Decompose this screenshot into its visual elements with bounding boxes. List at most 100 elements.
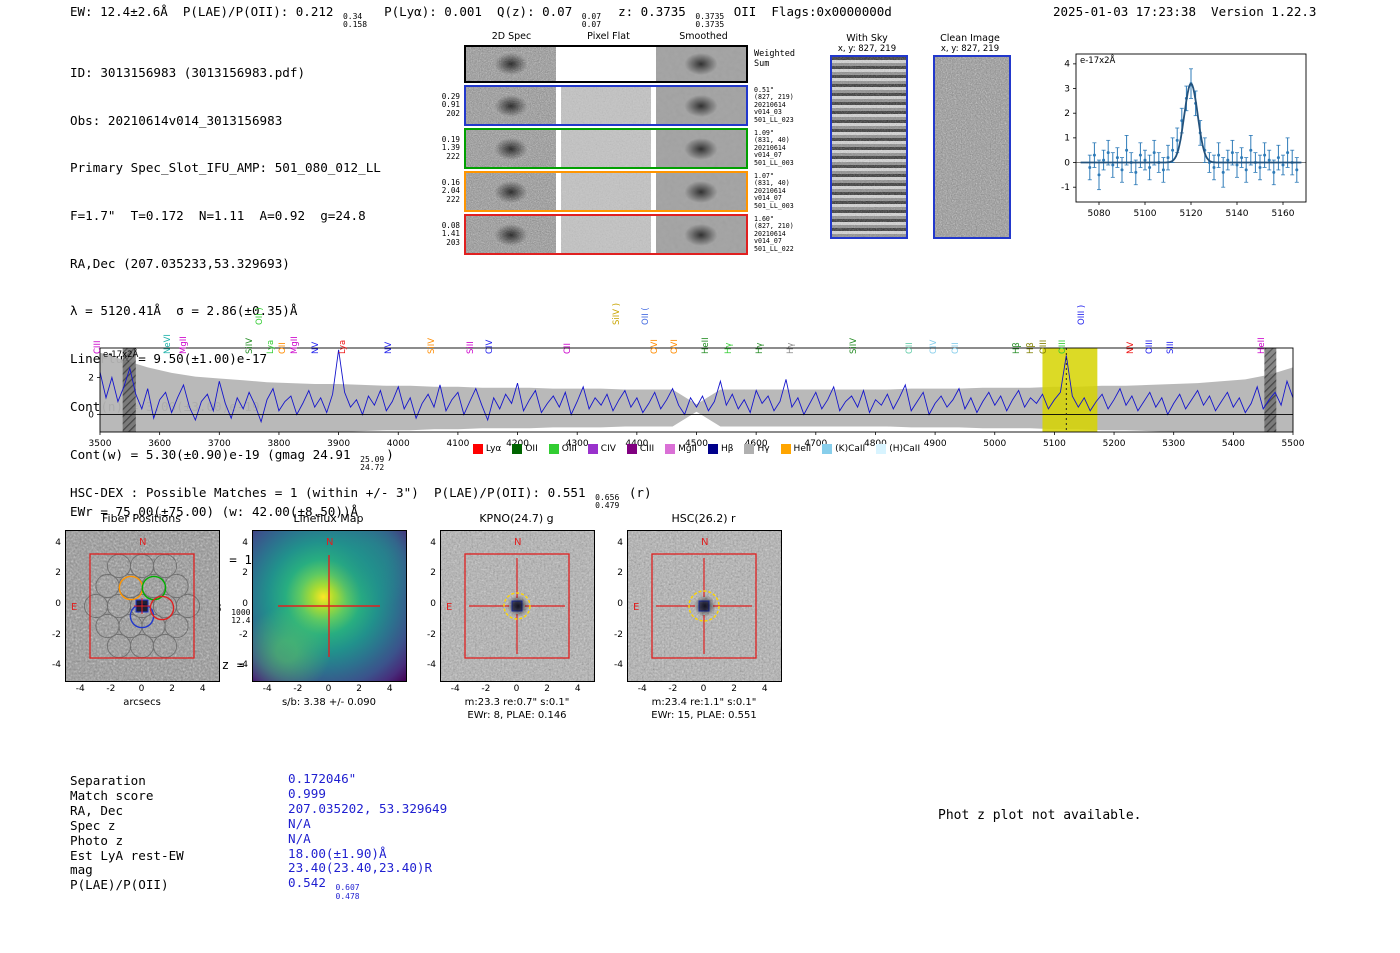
match-row-value: 0.172046"	[288, 771, 357, 786]
svg-text:3: 3	[1064, 84, 1070, 94]
legend-item: Hβ	[707, 444, 733, 454]
svg-text:3900: 3900	[327, 439, 350, 449]
x-tick-label: -4	[637, 684, 647, 694]
match-row-label: RA, Dec	[70, 802, 124, 818]
svg-text:e-17x2Å: e-17x2Å	[1080, 54, 1116, 66]
match-row-label: P(LAE)/P(OII)	[70, 877, 169, 893]
match-row-value: 207.035202, 53.329649	[288, 800, 448, 816]
east-label: E	[446, 602, 452, 613]
match-row-label: Est LyA rest-EW	[70, 847, 184, 863]
legend-label: OII	[525, 444, 538, 454]
match-row-value: 0.542 0.607 0.478	[288, 875, 360, 901]
line-label: Hγ	[755, 342, 766, 354]
lineflux-overlay: N	[278, 537, 380, 657]
fiber-orange	[118, 575, 144, 601]
spec2d-smoothed-image	[656, 173, 746, 210]
header-plya-qz: P(Lyα): 0.001 Q(z): 0.07	[369, 4, 580, 19]
legend-swatch	[587, 444, 598, 454]
svg-text:0: 0	[1064, 158, 1070, 168]
spec2d-row-annotation: 1.60" (827, 210) 20210614 v014_07 501_LL_022	[754, 215, 794, 253]
line-label: OII (	[640, 307, 651, 325]
x-tick-label: 2	[169, 684, 175, 694]
match-row-label: mag	[70, 862, 93, 878]
source-blob	[506, 595, 529, 617]
match-row-label: Spec z	[70, 817, 116, 833]
spec2d-row-annotation: 1.07" (831, 40) 20210614 v014_07 501_LL_003	[754, 172, 794, 210]
y-tick-label: 4	[55, 537, 61, 548]
svg-text:3600: 3600	[148, 439, 171, 449]
match-row-label: Match score	[70, 787, 154, 803]
info-id: ID: 3013156983 (3013156983.pdf)	[70, 64, 306, 80]
spec2d-pixelflat-image	[561, 130, 651, 167]
legend-label: CIII	[639, 444, 655, 454]
hsc-r-image: N E	[627, 530, 782, 682]
y-tick-label: -2	[427, 629, 436, 640]
svg-text:4300: 4300	[566, 439, 589, 449]
legend-item: CIV	[587, 444, 616, 454]
spec2d-pixelflat-image	[561, 87, 651, 124]
svg-text:5000: 5000	[983, 439, 1006, 449]
hsc-r-title: HSC(26.2) r	[671, 512, 736, 525]
svg-text:4800: 4800	[864, 439, 887, 449]
info-primary-spec: Primary Spec_Slot_IFU_AMP: 501_080_012_L…	[70, 160, 381, 176]
svg-text:5080: 5080	[1088, 209, 1111, 219]
y-tick-label: 4	[430, 537, 436, 548]
svg-text:4500: 4500	[685, 439, 708, 449]
x-tick-label: 4	[761, 684, 768, 694]
info-obs: Obs: 20210614v014_3013156983	[70, 112, 283, 128]
legend-label: Lyα	[485, 444, 502, 454]
legend-label: CIV	[600, 444, 616, 454]
clean-image-title: Clean Image x, y: 827, 219	[940, 33, 1000, 54]
svg-text:4000: 4000	[387, 439, 410, 449]
legend-item: OII	[512, 444, 538, 454]
weighted-smoothed-image	[656, 47, 746, 81]
y-tick-label: 4	[242, 537, 248, 548]
qz-frac: 0.07 0.07	[581, 12, 602, 30]
y-tick-label: -2	[614, 629, 623, 640]
svg-text:5100: 5100	[1043, 439, 1066, 449]
x-tick-label: -4	[75, 684, 85, 694]
east-label: E	[71, 602, 77, 613]
legend-item: HeII	[780, 444, 811, 454]
legend-swatch	[707, 444, 718, 454]
line-fit-zoom-plot: 5080 5100 5120 5140 5160 -1 0 1 2 3 4 e-17x2Å	[1030, 42, 1322, 234]
legend-item: (H)CaII	[876, 444, 920, 454]
y-tick-label: 0	[617, 599, 623, 609]
lineflux-caption: s/b: 3.38 +/- 0.090	[281, 697, 377, 708]
x-tick-label: -4	[262, 684, 272, 694]
svg-text:5300: 5300	[1162, 439, 1185, 449]
line-label: CIV	[485, 339, 496, 354]
svg-text:3800: 3800	[267, 439, 290, 449]
info-lambda-sigma: λ = 5120.41Å σ = 2.86(±0.35)Å	[70, 303, 298, 319]
y-tick-label: -2	[239, 629, 248, 640]
with-sky-image	[830, 55, 908, 239]
spec2d-2d-image	[466, 130, 556, 167]
kpno-g-title: KPNO(24.7) g	[479, 512, 554, 525]
legend-item: OIII	[548, 444, 577, 454]
svg-text:5100: 5100	[1134, 209, 1157, 219]
fiber-positions-overlay: N E	[71, 537, 201, 659]
spec2d-pixelflat-image	[561, 216, 651, 253]
timestamp: 2025-01-03 17:23:38 Version 1.22.3	[1053, 4, 1317, 19]
match-row-value: N/A	[288, 815, 311, 831]
svg-text:5500: 5500	[1282, 439, 1305, 449]
x-tick-label: 0	[513, 684, 520, 694]
weighted-2dspec-image	[466, 47, 556, 81]
header-line: EW: 12.4±2.6Å P(LAE)/P(OII): 0.212 0.34 0…	[70, 4, 892, 30]
y-tick-label: 2	[55, 568, 61, 579]
y-tick-label: 2	[430, 568, 436, 579]
x-tick-label: 2	[356, 684, 362, 694]
spec2d-smoothed-image	[656, 87, 746, 124]
spec2d-pixelflat-image	[561, 173, 651, 210]
x-tick-label: 2	[544, 684, 550, 694]
info-ewr: EWr = 75.00(±75.00) (w: 42.00(±8.50))Å	[70, 504, 359, 520]
info-cont-w: Cont(w) = 5.30(±0.90)e-19 (gmag 24.91 25…	[70, 446, 394, 472]
kpno-g-image: N E	[440, 530, 595, 682]
legend-item: Hγ	[744, 444, 770, 454]
legend-label: (K)CaII	[835, 444, 866, 454]
match-row-value: 23.40(23.40,23.40)R	[288, 860, 433, 876]
x-tick-label: 4	[386, 684, 393, 694]
hsc-caption-2: EWr: 15, PLAE: 0.551	[651, 710, 757, 721]
spec2d-smoothed-image	[656, 130, 746, 167]
x-tick-label: 4	[199, 684, 206, 694]
